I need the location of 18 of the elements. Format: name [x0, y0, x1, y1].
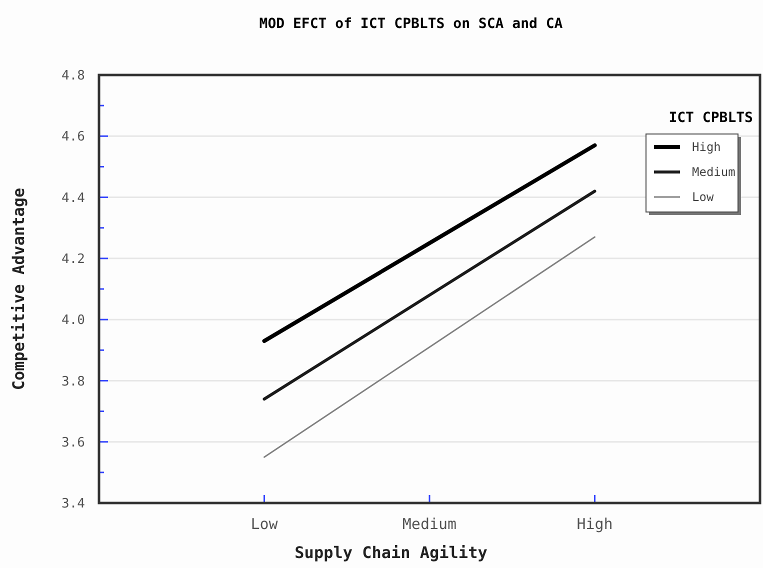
y-tick-label: 3.6 — [62, 435, 85, 450]
legend-label: High — [692, 140, 721, 154]
y-tick-label: 3.4 — [62, 496, 86, 512]
legend-label: Low — [692, 190, 714, 204]
legend-title: ICT CPBLTS — [668, 110, 753, 126]
x-tick-label: Low — [250, 515, 279, 533]
x-tick-label: High — [576, 515, 613, 533]
x-axis-title: Supply Chain Agility — [294, 543, 488, 562]
y-tick-label: 3.8 — [62, 374, 85, 390]
y-tick-label: 4.0 — [62, 313, 85, 328]
y-tick-label: 4.4 — [62, 190, 86, 206]
y-tick-label: 4.2 — [62, 252, 85, 267]
y-tick-label: 4.6 — [62, 130, 85, 145]
legend-label: Medium — [692, 165, 736, 180]
y-axis-title: Competitive Advantage — [9, 188, 28, 390]
chart-title: MOD EFCT of ICT CPBLTS on SCA and CA — [259, 16, 564, 32]
x-tick-label: Medium — [402, 515, 457, 533]
y-tick-label: 4.8 — [62, 68, 85, 84]
